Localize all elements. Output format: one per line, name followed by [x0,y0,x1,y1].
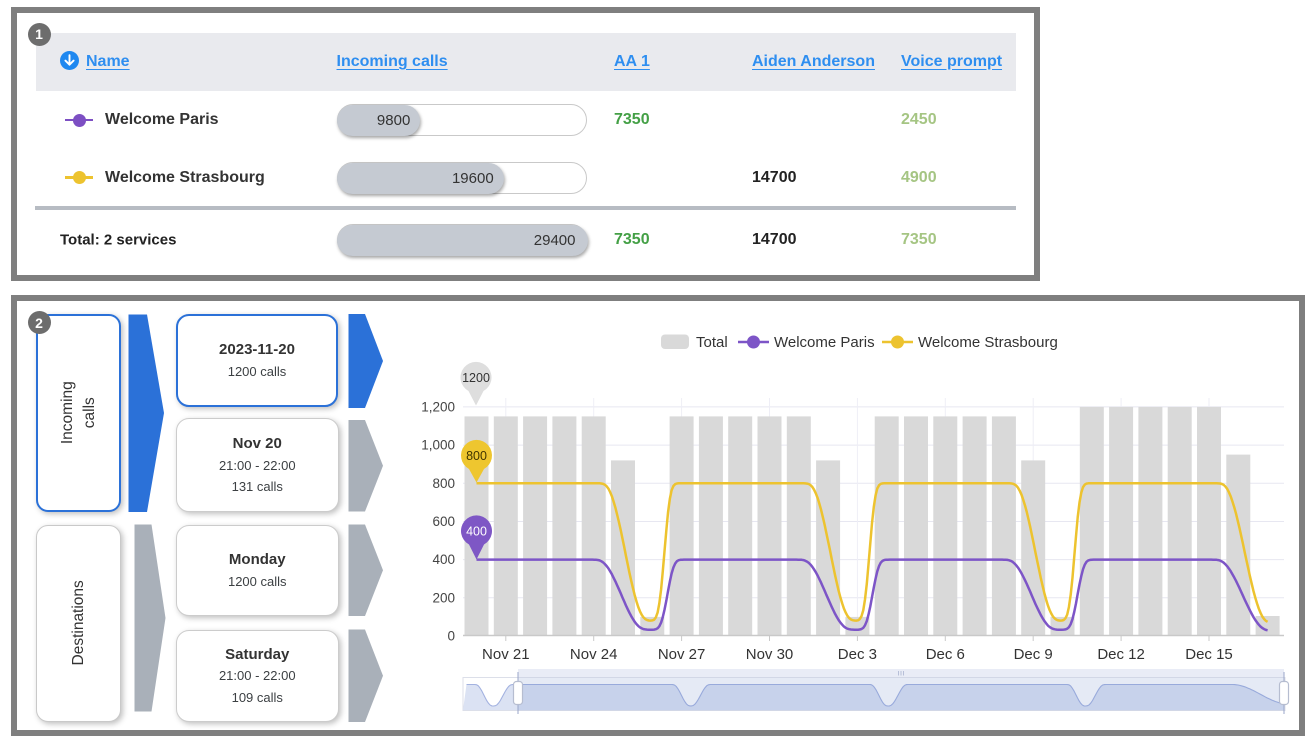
svg-text:600: 600 [432,514,455,529]
svg-text:0: 0 [447,629,455,644]
svg-text:Welcome Paris: Welcome Paris [774,334,875,351]
svg-text:800: 800 [432,476,455,491]
svg-text:Total: Total [696,334,728,351]
svg-text:Nov 30: Nov 30 [746,646,794,663]
svg-text:Dec 9: Dec 9 [1014,646,1053,663]
svg-text:Dec 3: Dec 3 [838,646,877,663]
svg-text:400: 400 [466,525,487,539]
svg-text:Welcome Strasbourg: Welcome Strasbourg [918,334,1058,351]
svg-text:Dec 15: Dec 15 [1185,646,1233,663]
svg-text:Dec 6: Dec 6 [926,646,965,663]
svg-text:200: 200 [432,590,455,605]
svg-text:1200: 1200 [462,371,490,385]
svg-text:Nov 27: Nov 27 [658,646,706,663]
svg-text:800: 800 [466,449,487,463]
svg-text:Nov 21: Nov 21 [482,646,530,663]
svg-text:1,200: 1,200 [421,399,455,414]
svg-text:400: 400 [432,552,455,567]
svg-text:Nov 24: Nov 24 [570,646,618,663]
svg-text:1,000: 1,000 [421,438,455,453]
svg-text:Dec 12: Dec 12 [1097,646,1145,663]
